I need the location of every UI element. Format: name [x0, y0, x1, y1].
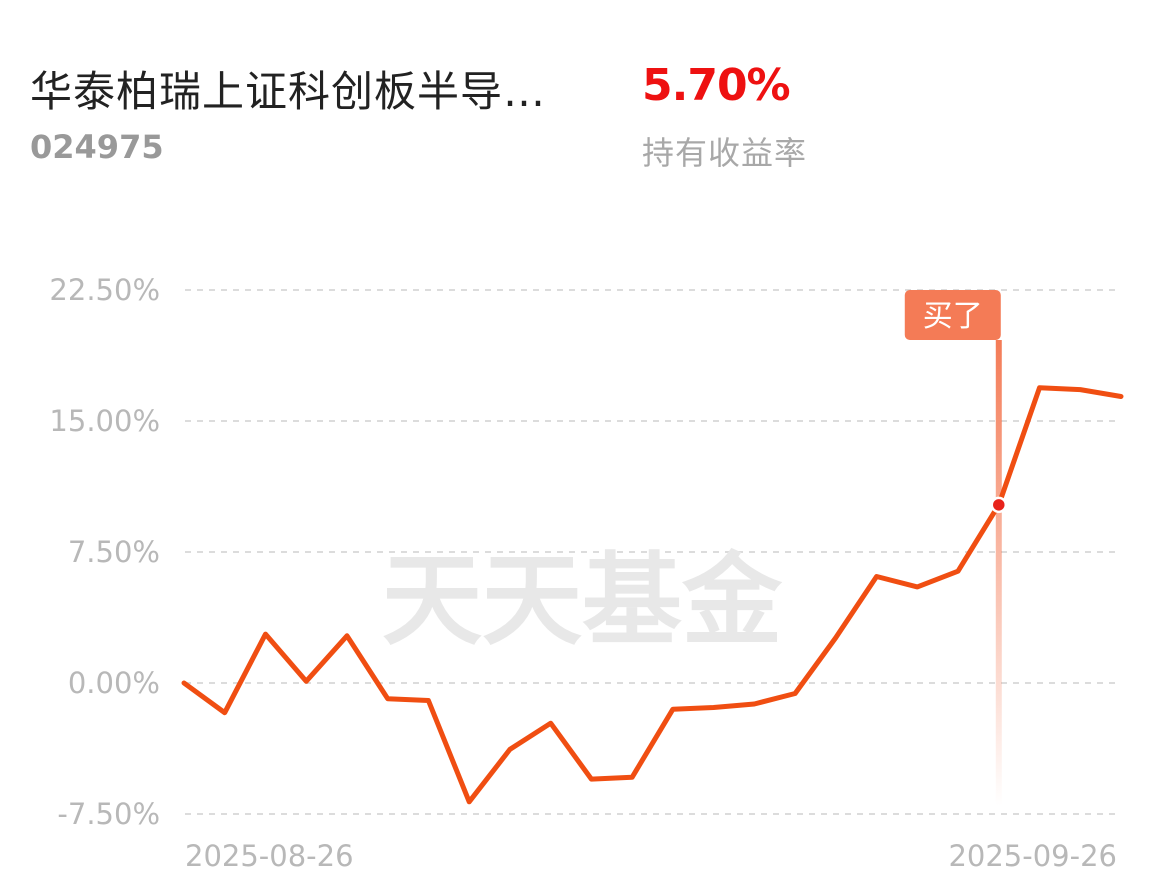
y-tick-label: 15.00% — [49, 404, 160, 438]
buy-annotation[interactable]: 买了 — [904, 290, 1002, 806]
holding-return-label: 持有收益率 — [642, 134, 808, 172]
y-tick-label: 0.00% — [68, 666, 160, 700]
buy-point-marker — [990, 496, 1008, 514]
x-tick-end: 2025-09-26 — [948, 839, 1117, 873]
buy-badge-label: 买了 — [923, 299, 983, 334]
watermark: 天天基金 — [382, 541, 783, 659]
y-axis-ticks: 22.50% 15.00% 7.50% 0.00% -7.50% — [49, 273, 160, 831]
buy-marker-line — [995, 340, 1002, 806]
buy-badge — [904, 290, 1001, 340]
holding-return-value: 5.70% — [642, 60, 791, 111]
fund-code: 024975 — [30, 128, 164, 166]
y-tick-label: 7.50% — [68, 535, 160, 569]
y-tick-label: 22.50% — [49, 273, 160, 307]
series-layer — [181, 385, 1124, 805]
y-tick-label: -7.50% — [57, 797, 160, 831]
x-tick-start: 2025-08-26 — [185, 839, 354, 873]
fund-name[interactable]: 华泰柏瑞上证科创板半导… — [30, 67, 547, 116]
series-line — [181, 385, 1124, 805]
